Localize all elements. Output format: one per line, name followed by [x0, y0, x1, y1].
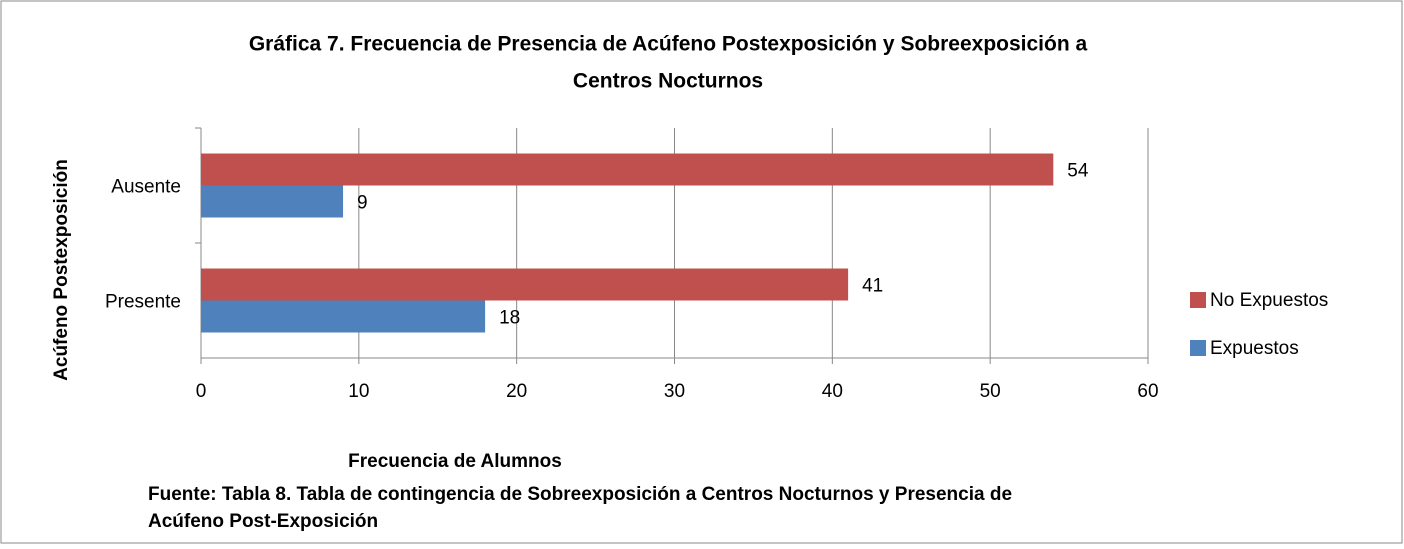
x-tick-label: 40	[822, 381, 843, 402]
legend-label: No Expuestos	[1210, 290, 1328, 311]
y-axis-label: Acúfeno Postexposición	[51, 159, 72, 381]
y-tick-label: Presente	[105, 292, 181, 313]
legend-swatch	[1190, 292, 1206, 308]
x-tick-label: 30	[664, 381, 685, 402]
data-label: 41	[862, 276, 883, 297]
source-note: Acúfeno Post-Exposición	[148, 511, 378, 532]
source-note: Fuente: Tabla 8. Tabla de contingencia d…	[148, 484, 1012, 505]
legend-swatch	[1190, 340, 1206, 356]
bar	[201, 268, 849, 301]
data-label: 54	[1067, 161, 1089, 182]
data-label: 9	[357, 193, 368, 214]
y-tick-label: Ausente	[111, 177, 181, 198]
x-tick-label: 10	[348, 381, 369, 402]
bar	[201, 300, 486, 333]
x-tick-label: 0	[196, 381, 207, 402]
x-tick-label: 20	[506, 381, 527, 402]
x-tick-label: 60	[1137, 381, 1158, 402]
data-label: 18	[499, 308, 520, 329]
chart-title: Centros Nocturnos	[573, 70, 763, 93]
legend-label: Expuestos	[1210, 338, 1299, 359]
bar	[201, 185, 344, 218]
x-tick-label: 50	[980, 381, 1001, 402]
bar	[201, 153, 1054, 186]
chart-title: Gráfica 7. Frecuencia de Presencia de Ac…	[249, 33, 1088, 56]
x-axis-label: Frecuencia de Alumnos	[348, 451, 562, 472]
